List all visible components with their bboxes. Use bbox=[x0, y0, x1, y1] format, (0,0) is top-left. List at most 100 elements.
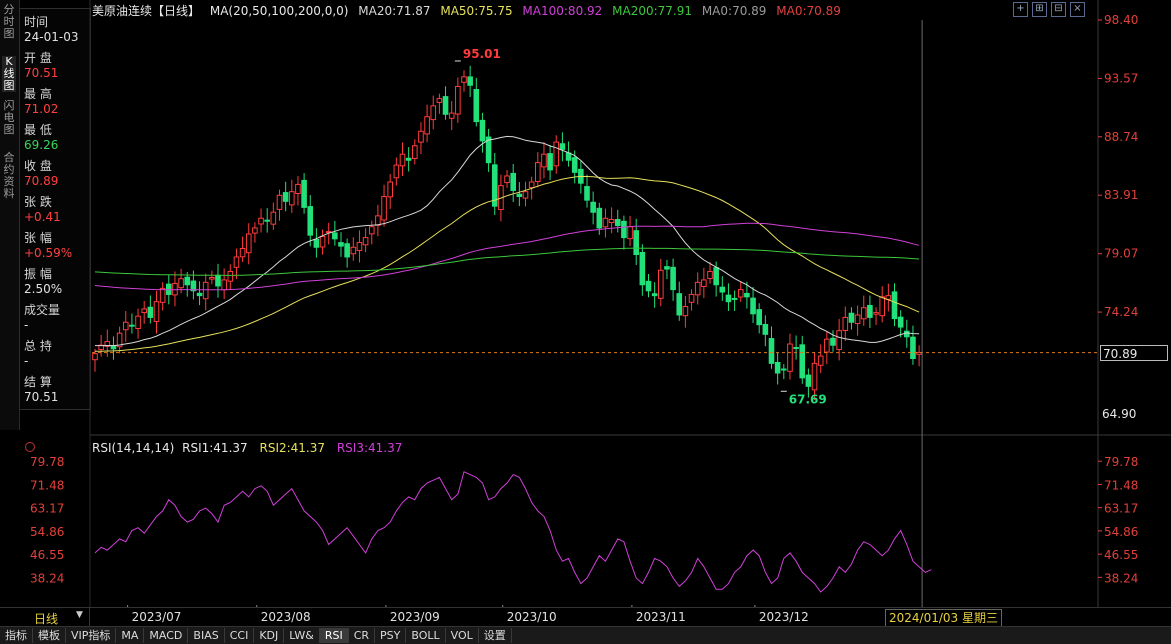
info-value: 2.50% bbox=[24, 282, 63, 296]
rsi-tick-right: 71.48 bbox=[1104, 478, 1138, 492]
candle-up bbox=[159, 287, 166, 303]
date-tick-label: 2023/09 bbox=[389, 610, 440, 624]
instrument-title[interactable]: 美原油连续【日线】 bbox=[92, 4, 201, 18]
date-tick-label: 2023/11 bbox=[635, 610, 686, 624]
candle-up bbox=[688, 293, 695, 303]
toolbar-item-macd[interactable]: MACD bbox=[144, 628, 189, 643]
indicator-toolbar: 指标 模板 VIP指标 MA MACD BIAS CCI KDJ LW& RSI CR PSY BOLL… bbox=[0, 626, 1171, 644]
candle-up bbox=[430, 105, 437, 121]
candle-down bbox=[184, 276, 191, 286]
ma100-value: MA100:80.92 bbox=[522, 4, 603, 18]
ma-settings-label[interactable]: MA(20,50,100,200,0,0) bbox=[209, 4, 349, 18]
toolbar-item-指标[interactable]: 指标 bbox=[0, 628, 33, 643]
toolbar-item-vip指标[interactable]: VIP指标 bbox=[66, 628, 117, 643]
candle-down bbox=[510, 172, 516, 191]
info-value: 70.51 bbox=[24, 66, 59, 80]
candle-up bbox=[252, 227, 258, 234]
candle-up bbox=[842, 316, 849, 331]
axis-low-label: 64.90 bbox=[1102, 407, 1137, 421]
side-tab-0[interactable]: 分时图 bbox=[3, 3, 15, 40]
candle-up bbox=[135, 315, 141, 329]
candle-down bbox=[301, 179, 307, 208]
low-label: 67.69 bbox=[789, 392, 827, 406]
crosshair-icon[interactable]: + bbox=[1013, 2, 1028, 17]
info-value: 70.51 bbox=[24, 390, 59, 404]
period-cell[interactable]: 日线 ▼ bbox=[0, 608, 90, 626]
toolbar-item-boll[interactable]: BOLL bbox=[406, 628, 446, 643]
candle-down bbox=[762, 323, 769, 335]
price-tick-label: 93.57 bbox=[1104, 71, 1138, 85]
side-tab-3[interactable]: 合约资料 bbox=[3, 151, 15, 200]
indicator-settings-icon[interactable] bbox=[25, 442, 35, 452]
toolbar-item-模板[interactable]: 模板 bbox=[33, 628, 66, 643]
rsi1-value: RSI1:41.37 bbox=[182, 441, 248, 455]
candle-up bbox=[319, 235, 326, 248]
candle-up bbox=[387, 181, 393, 198]
candle-down bbox=[614, 219, 621, 227]
candle-down bbox=[547, 153, 553, 171]
rsi-tick-left: 79.78 bbox=[30, 455, 64, 469]
candle-up bbox=[553, 141, 560, 167]
candle-up bbox=[854, 314, 861, 325]
rsi-tick-left: 71.48 bbox=[30, 478, 64, 492]
zoom-in-icon[interactable]: ⊞ bbox=[1032, 2, 1047, 17]
info-label: 最 高 bbox=[24, 87, 52, 101]
candle-up bbox=[455, 85, 461, 115]
candle-up bbox=[707, 270, 713, 279]
candle-up bbox=[424, 116, 430, 135]
candle-up bbox=[824, 338, 830, 353]
candle-up bbox=[504, 175, 510, 184]
ma200-value: MA200:77.91 bbox=[612, 4, 692, 18]
ma20-value: MA20:71.87 bbox=[358, 4, 431, 18]
candle-down bbox=[897, 316, 904, 328]
candle-down bbox=[190, 280, 197, 292]
toolbar-item-vol[interactable]: VOL bbox=[446, 628, 479, 643]
rsi-line bbox=[94, 471, 932, 593]
candle-up bbox=[528, 181, 535, 189]
side-tab-2[interactable]: 闪电图 bbox=[3, 99, 15, 136]
rsi3-value: RSI3:41.37 bbox=[336, 441, 403, 455]
candle-down bbox=[405, 157, 412, 161]
date-tick-label: 2023/07 bbox=[131, 610, 182, 624]
candle-down bbox=[621, 220, 627, 239]
candle-up bbox=[245, 233, 252, 254]
candle-up bbox=[916, 351, 922, 355]
close-icon[interactable]: × bbox=[1070, 2, 1085, 17]
zoom-out-icon[interactable]: ⊟ bbox=[1051, 2, 1066, 17]
rsi-tick-left: 38.24 bbox=[30, 571, 64, 585]
price-tick-label: 74.24 bbox=[1104, 305, 1138, 319]
rsi-tick-right: 38.24 bbox=[1104, 571, 1138, 585]
candle-down bbox=[596, 207, 603, 229]
info-label: 张 幅 bbox=[24, 231, 52, 245]
info-label: 开 盘 bbox=[24, 51, 52, 65]
toolbar-item-bias[interactable]: BIAS bbox=[188, 628, 225, 643]
candle-up bbox=[362, 237, 369, 246]
rsi-label[interactable]: RSI(14,14,14) bbox=[92, 441, 175, 455]
toolbar-item-rsi[interactable]: RSI bbox=[319, 628, 349, 643]
date-tick-label: 2023/10 bbox=[506, 610, 557, 624]
candle-down bbox=[793, 347, 799, 350]
toolbar-item-cr[interactable]: CR bbox=[349, 628, 376, 643]
period-label[interactable]: 日线 bbox=[34, 612, 59, 626]
candle-up bbox=[535, 162, 541, 182]
ma100-line bbox=[94, 222, 920, 291]
candle-down bbox=[129, 324, 135, 327]
candle-down bbox=[676, 293, 683, 316]
candle-down bbox=[725, 294, 732, 303]
toolbar-item-kdj[interactable]: KDJ bbox=[254, 628, 285, 643]
toolbar-item-ma[interactable]: MA bbox=[116, 628, 145, 643]
toolbar-item-lw&[interactable]: LW& bbox=[284, 628, 320, 643]
candle-down bbox=[590, 201, 596, 213]
candle-down bbox=[516, 193, 523, 198]
toolbar-item-设置[interactable]: 设置 bbox=[479, 628, 512, 643]
date-tick-label: 2023/12 bbox=[758, 610, 809, 624]
candle-down bbox=[467, 76, 473, 86]
toolbar-item-cci[interactable]: CCI bbox=[225, 628, 255, 643]
toolbar-item-psy[interactable]: PSY bbox=[375, 628, 407, 643]
candle-up bbox=[608, 218, 615, 223]
period-dropdown-icon[interactable]: ▼ bbox=[76, 610, 83, 620]
candle-down bbox=[830, 337, 836, 346]
kline-chart[interactable]: 98.40 93.57 88.74 83.91 79.07 74.24 95.01 67.69… bbox=[0, 0, 1171, 607]
rsi-tick-left: 63.17 bbox=[30, 502, 64, 516]
